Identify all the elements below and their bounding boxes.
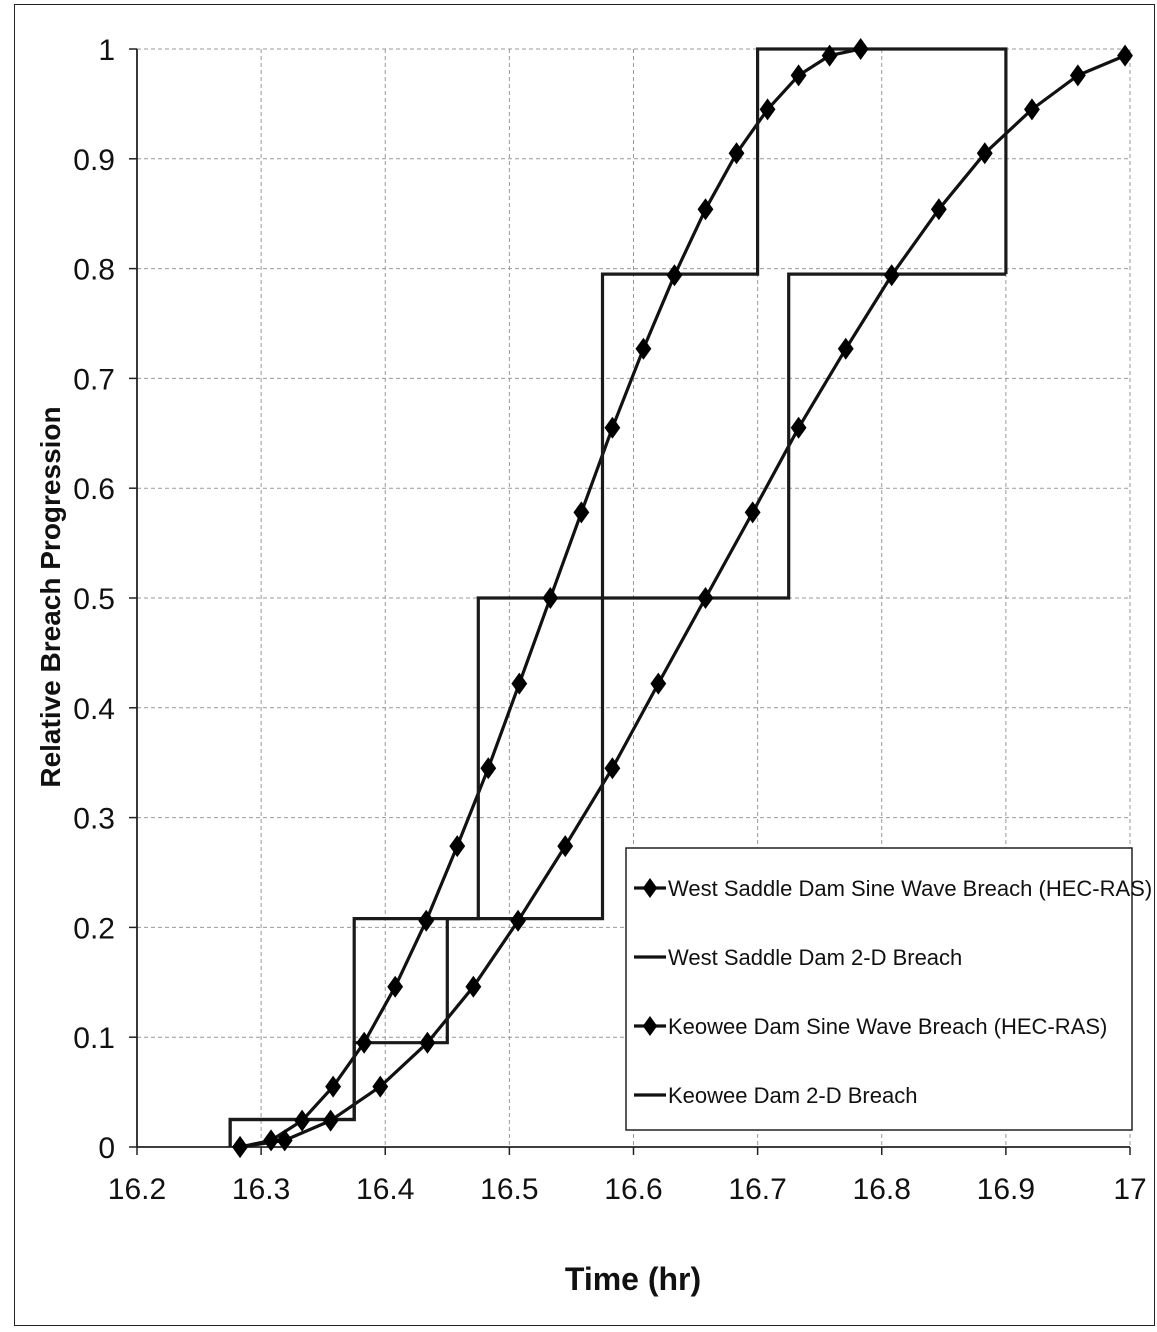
legend-items: West Saddle Dam Sine Wave Breach (HEC-RA… [634,876,1152,1108]
series-0-diamond-marker [511,672,528,695]
series-line-2-sine [239,54,1126,1149]
series-2-diamond-marker [883,264,900,287]
series-2-diamond-marker [930,198,947,221]
x-axis-title: Time (hr) [565,1261,701,1297]
series-2-diamond-marker [322,1109,339,1132]
series-0-diamond-marker [449,835,466,858]
series-0-diamond-marker [325,1075,342,1098]
series-0-diamond-marker [480,757,497,780]
series-2-diamond-marker [697,587,714,609]
series-2-diamond-marker [465,975,482,998]
x-tick-label: 16.9 [977,1173,1035,1206]
series-0-diamond-marker [728,142,745,165]
series-2-diamond-marker [1117,44,1133,67]
series-markers [232,38,1133,1158]
series-2-diamond-marker [232,1136,248,1158]
series-2-diamond-marker [790,416,807,439]
y-tick-label: 0.2 [73,912,115,945]
y-tick-label: 0.7 [73,363,115,396]
y-tick-label: 0.1 [73,1022,115,1055]
series-0-diamond-marker [604,416,621,439]
series-2-diamond-marker [510,909,526,932]
series-line-3-step [228,272,1006,1147]
x-tick-label: 16.3 [232,1173,290,1206]
y-tick-label: 0.9 [73,144,115,177]
legend-label: West Saddle Dam Sine Wave Breach (HEC-RA… [668,876,1152,901]
x-tick-label: 16.5 [480,1173,538,1206]
y-tick-label: 0.8 [73,254,115,287]
x-tick-label: 16.6 [604,1173,662,1206]
series-2-diamond-marker [604,757,621,780]
series-0-diamond-marker [759,98,776,121]
legend-diamond-icon [642,878,658,898]
legend-label: Keowee Dam Sine Wave Breach (HEC-RAS) [668,1014,1107,1039]
series-0-diamond-marker [418,909,435,932]
x-tick-label: 16.8 [853,1173,911,1206]
series-0-diamond-marker [852,38,869,60]
series-0-diamond-marker [387,975,404,998]
legend-box [625,847,1133,1131]
y-axis-title: Relative Breach Progression [35,406,66,787]
series-2-diamond-marker [1024,98,1040,121]
legend-label: Keowee Dam 2-D Breach [668,1083,917,1108]
y-tick-label: 0.4 [73,693,115,726]
series-0-diamond-marker [821,44,838,67]
series-2-diamond-marker [372,1075,389,1098]
series-2-diamond-marker [976,142,993,165]
y-tick-label: 0.3 [73,803,115,836]
series-2-diamond-marker [837,337,854,360]
series-2-diamond-marker [744,501,761,524]
y-tick-label: 0 [98,1132,115,1165]
series-2-diamond-marker [419,1031,436,1054]
series-0-diamond-marker [790,64,807,87]
series-2-diamond-marker [650,672,667,695]
series-0-diamond-marker [635,337,652,360]
y-tick-label: 0.6 [73,473,115,506]
series-2-diamond-marker [557,835,574,858]
y-tick-label: 0.5 [73,583,115,616]
x-tick-label: 16.7 [728,1173,786,1206]
x-tick-label: 17 [1113,1173,1146,1206]
x-tick-label: 16.4 [356,1173,414,1206]
series-0-diamond-marker [697,198,714,221]
series-0-diamond-marker [294,1109,311,1132]
tick-labels: 16.2 16.3 16.4 16.5 16.6 16.7 16.8 16.9 17 0 0.1 0.… [73,34,1146,1206]
series-0-diamond-marker [573,501,590,524]
series-2-diamond-marker [276,1129,293,1152]
series-0-diamond-marker [263,1129,279,1152]
y-tick-label: 1 [98,34,115,67]
legend-diamond-icon [642,1016,658,1036]
series-2-diamond-marker [1069,64,1086,87]
axes [129,48,1131,1155]
legend: West Saddle Dam Sine Wave Breach (HEC-RA… [625,847,1152,1131]
series-0-diamond-marker [666,264,683,287]
series-0-diamond-marker [542,587,559,609]
x-tick-label: 16.2 [108,1173,166,1206]
legend-label: West Saddle Dam 2-D Breach [668,945,962,970]
series-0-diamond-marker [356,1031,373,1054]
